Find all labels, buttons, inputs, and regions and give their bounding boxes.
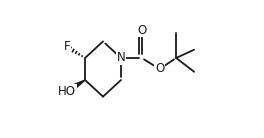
Polygon shape	[69, 80, 85, 92]
Text: N: N	[117, 51, 125, 64]
Text: O: O	[155, 63, 164, 75]
Text: F: F	[64, 40, 70, 53]
Text: HO: HO	[58, 85, 76, 98]
Text: O: O	[137, 24, 146, 37]
